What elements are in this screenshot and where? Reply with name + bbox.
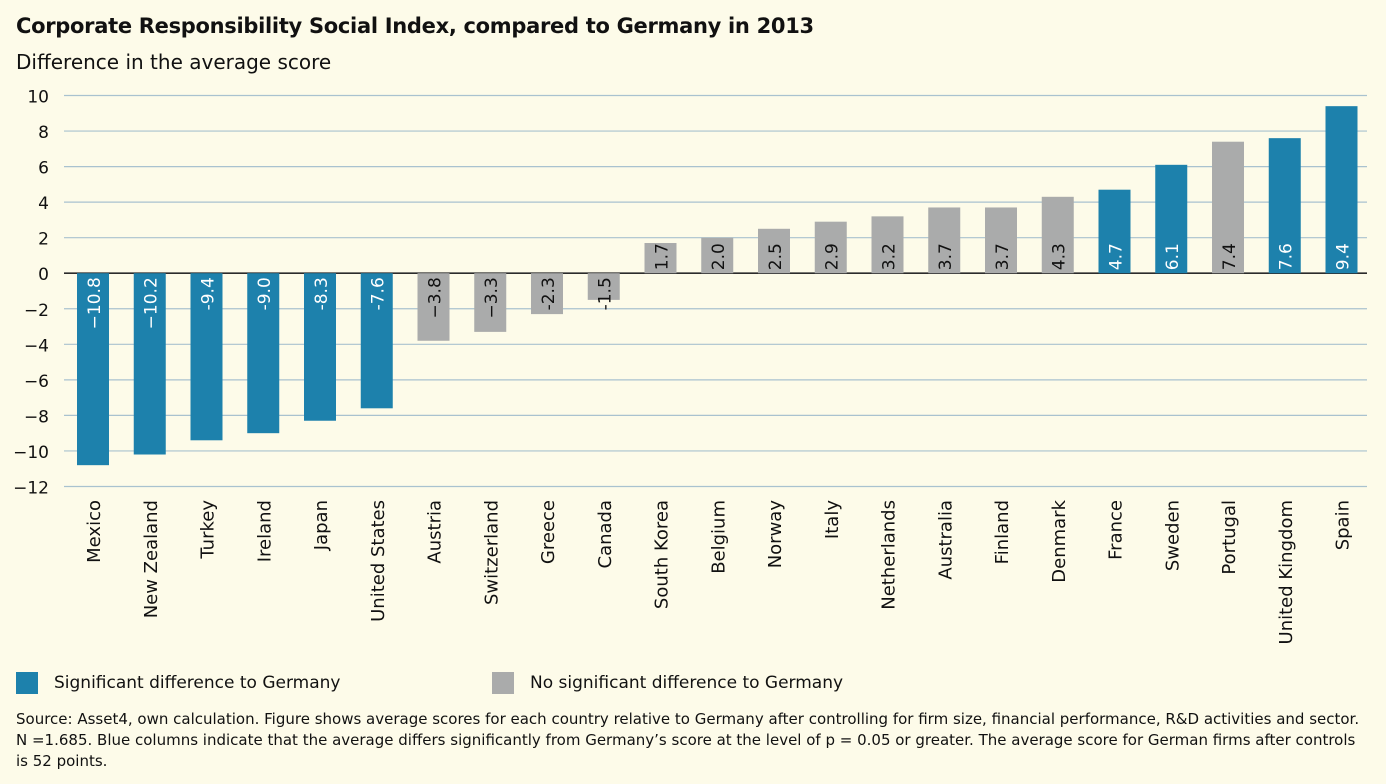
x-category-label: Turkey xyxy=(198,500,219,560)
x-category-label: Belgium xyxy=(708,500,729,574)
x-category-label: Canada xyxy=(595,500,616,569)
x-category-label: Denmark xyxy=(1049,499,1070,582)
bar xyxy=(417,273,450,341)
bar xyxy=(644,243,677,274)
x-category-label: Mexico xyxy=(84,500,105,563)
bar xyxy=(701,237,734,274)
legend-swatch-significant xyxy=(16,672,38,694)
bar xyxy=(531,273,563,315)
bar-value-label: -8.3 xyxy=(312,277,332,310)
bar-value-label: 3.7 xyxy=(993,243,1013,270)
bar-value-label: 1.7 xyxy=(653,243,673,270)
x-category-label: Italy xyxy=(822,500,843,539)
x-category-label: South Korea xyxy=(652,500,673,609)
bar xyxy=(360,273,393,409)
bar-value-label: 9.4 xyxy=(1334,243,1354,270)
bar-value-label: -7.6 xyxy=(369,277,389,310)
chart-subtitle: Difference in the average score xyxy=(16,50,332,74)
legend-significant: Significant difference to Germany xyxy=(16,672,340,694)
x-category-label: Netherlands xyxy=(879,500,900,610)
bar xyxy=(133,273,166,455)
chart-title: Corporate Responsibility Social Index, c… xyxy=(16,14,814,38)
bar xyxy=(758,228,790,274)
bar-value-label: 4.3 xyxy=(1050,243,1070,270)
bar-value-label: -1.5 xyxy=(596,277,616,310)
y-tick-label: −6 xyxy=(24,372,49,392)
bar-labels: −10.8 −10.2 -9.4 -9.0 -8.3 -7.6 −3.8 −3.3 -2.3 -1… xyxy=(85,243,1354,329)
bar-value-label: 7.4 xyxy=(1220,243,1240,270)
y-tick-label: −2 xyxy=(24,301,49,321)
y-tick-label: 6 xyxy=(38,159,49,179)
bar xyxy=(1325,106,1358,274)
y-tick-label: −10 xyxy=(13,443,49,463)
bar-value-label: -2.3 xyxy=(539,277,559,310)
bar xyxy=(190,273,223,441)
bar xyxy=(474,273,507,332)
y-tick-label: 2 xyxy=(38,230,49,250)
y-tick-label: −4 xyxy=(24,336,49,356)
legend-swatch-not-significant xyxy=(492,672,514,694)
x-category-label: United Kingdom xyxy=(1276,500,1297,644)
x-category-label: Switzerland xyxy=(481,500,502,605)
x-category-label: Australia xyxy=(935,500,956,580)
bar-chart: 10 8 6 4 2 0 −2 −4 −6 −8 −10 −12 −10.8 −10.2 -9.4 -9.0… xyxy=(13,88,1367,644)
x-axis-labels: Mexico New Zealand Turkey Ireland Japan Unite… xyxy=(84,499,1354,644)
bar xyxy=(871,216,904,274)
x-category-label: Japan xyxy=(311,500,332,551)
bar xyxy=(1268,138,1301,274)
gridlines xyxy=(64,94,1367,488)
bar-value-label: 7.6 xyxy=(1277,243,1297,270)
legend-label-not-significant: No significant difference to Germany xyxy=(530,673,844,693)
bar xyxy=(1098,189,1131,274)
bar xyxy=(1155,164,1188,274)
bar-value-label: −10.2 xyxy=(142,277,162,329)
y-tick-label: −8 xyxy=(24,407,49,427)
bar-value-label: 6.1 xyxy=(1163,243,1183,270)
x-category-label: Greece xyxy=(538,500,559,564)
y-tick-label: 4 xyxy=(38,194,49,214)
x-category-label: Portugal xyxy=(1219,500,1240,575)
x-category-label: New Zealand xyxy=(141,500,162,618)
x-category-label: Finland xyxy=(992,500,1013,564)
x-category-label: Austria xyxy=(425,500,446,564)
bar xyxy=(247,273,280,434)
y-tick-label: 10 xyxy=(27,88,49,108)
bar-value-label: 2.5 xyxy=(766,243,786,270)
y-axis-ticks: 10 8 6 4 2 0 −2 −4 −6 −8 −10 −12 xyxy=(13,88,49,499)
source-note: Source: Asset4, own calculation. Figure … xyxy=(16,710,1360,770)
x-category-label: Ireland xyxy=(254,500,275,562)
bar xyxy=(985,207,1017,274)
bar xyxy=(587,273,620,300)
bar-value-label: -9.0 xyxy=(255,277,275,310)
bar xyxy=(304,273,336,421)
x-category-label: France xyxy=(1106,500,1127,560)
y-tick-label: 8 xyxy=(38,123,49,143)
bar xyxy=(1212,141,1244,274)
x-category-label: Sweden xyxy=(1162,500,1183,571)
x-category-label: Spain xyxy=(1333,500,1354,550)
bar xyxy=(814,221,847,274)
bar-value-label: −3.8 xyxy=(426,277,446,318)
bar xyxy=(1041,196,1074,274)
bar xyxy=(77,273,109,466)
bar-value-label: −10.8 xyxy=(85,277,105,329)
x-category-label: United States xyxy=(368,500,389,622)
y-tick-label: 0 xyxy=(38,265,49,285)
bar-value-label: 2.9 xyxy=(823,243,843,270)
bar-value-label: -9.4 xyxy=(199,277,219,310)
legend-not-significant: No significant difference to Germany xyxy=(492,672,843,694)
y-tick-label: −12 xyxy=(13,479,49,499)
bar-value-label: 4.7 xyxy=(1107,243,1127,270)
bar xyxy=(928,207,961,274)
bars xyxy=(77,106,1358,466)
bar-value-label: −3.3 xyxy=(482,277,502,318)
bar-value-label: 3.7 xyxy=(936,243,956,270)
bar-value-label: 2.0 xyxy=(709,243,729,270)
x-category-label: Norway xyxy=(765,500,786,569)
bar-value-label: 3.2 xyxy=(880,243,900,270)
legend-label-significant: Significant difference to Germany xyxy=(54,673,341,693)
